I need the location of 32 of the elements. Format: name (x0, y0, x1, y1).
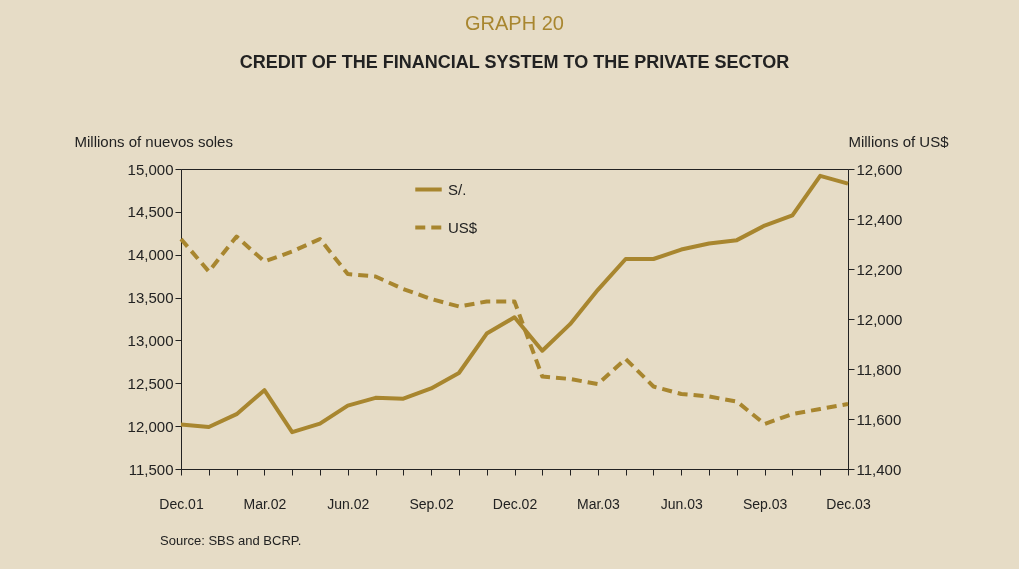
y-axis-title: Millions of nuevos soles (74, 132, 233, 150)
x-tick-label: Sep.03 (742, 495, 788, 512)
y-tick-label: 11,500 (128, 460, 174, 478)
x-tick-label: Mar.03 (576, 495, 620, 512)
x-tick-label: Mar.02 (243, 495, 287, 512)
chart-title: GRAPH 20 (465, 12, 564, 34)
y2-tick-label: 12,000 (856, 310, 903, 328)
legend-label: S/. (448, 180, 467, 198)
x-tick-label: Dec.02 (492, 495, 538, 512)
y-tick-label: 13,000 (127, 331, 174, 349)
y-tick-label: 15,000 (127, 160, 174, 178)
y-tick-label: 12,500 (127, 374, 174, 392)
source-note: Source: SBS and BCRP. (160, 533, 302, 548)
y2-tick-label: 12,200 (856, 260, 903, 278)
x-tick-label: Dec.03 (826, 495, 871, 512)
y-tick-label: 14,000 (127, 246, 174, 264)
y2-tick-label: 12,600 (856, 160, 903, 178)
y2-axis-title: Millions of US$ (848, 132, 950, 150)
y2-tick-label: 12,400 (856, 210, 903, 228)
x-tick-label: Dec.01 (159, 495, 204, 512)
x-tick-label: Sep.02 (409, 495, 455, 512)
chart-subtitle: CREDIT OF THE FINANCIAL SYSTEM TO THE PRIVATE SECTOR (239, 52, 790, 72)
line-series (179, 173, 850, 435)
y2-tick-label: 11,800 (856, 360, 902, 378)
x-tick-label: Jun.03 (660, 495, 703, 512)
y-tick-label: 12,000 (127, 417, 174, 435)
x-tick-label: Jun.02 (327, 495, 370, 512)
legend-label: US$ (448, 218, 478, 236)
y2-tick-label: 11,600 (856, 410, 902, 428)
y-tick-label: 13,500 (127, 289, 174, 307)
y2-tick-label: 11,400 (856, 460, 902, 478)
y-tick-label: 14,500 (127, 203, 174, 221)
